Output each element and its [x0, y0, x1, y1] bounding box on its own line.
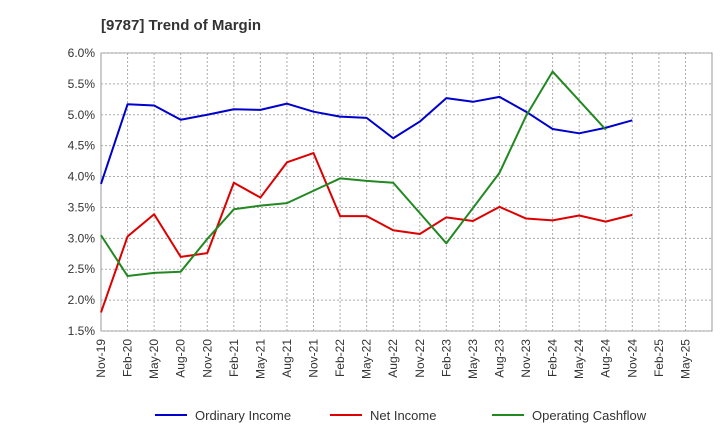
- x-tick-label: Aug-20: [174, 339, 188, 378]
- y-tick-label: 5.0%: [68, 108, 96, 122]
- x-tick-label: Aug-23: [492, 339, 506, 378]
- legend-label-ordinary-income: Ordinary Income: [195, 408, 291, 423]
- x-tick-label: May-22: [360, 339, 374, 379]
- y-tick-label: 4.0%: [68, 170, 96, 184]
- chart-title: [9787] Trend of Margin: [101, 17, 261, 34]
- plot-area: [100, 52, 713, 332]
- x-axis-ticks: Nov-19 Feb-20 May-20 Aug-20 Nov-20 Feb-21 May-…: [94, 339, 692, 379]
- x-tick-label: Nov-24: [625, 339, 639, 378]
- x-tick-label: Feb-25: [652, 339, 666, 377]
- y-tick-label: 2.5%: [68, 262, 96, 276]
- x-tick-label: May-24: [572, 339, 586, 379]
- y-tick-label: 6.0%: [68, 46, 96, 60]
- series-line-ordinary-income: [100, 95, 633, 185]
- x-tick-label: May-23: [466, 339, 480, 379]
- series-line-operating-cashflow: [100, 70, 607, 278]
- x-tick-label: Feb-23: [439, 339, 453, 377]
- x-tick-label: May-21: [253, 339, 267, 379]
- x-tick-label: Feb-20: [121, 339, 135, 377]
- y-axis-ticks: 1.5% 2.0% 2.5% 3.0% 3.5% 4.0% 4.5% 5.0% 5.5% 6.0%: [68, 46, 96, 338]
- x-tick-label: Aug-24: [599, 339, 613, 378]
- x-tick-label: Feb-24: [546, 339, 560, 377]
- x-tick-label: Aug-21: [280, 339, 294, 378]
- y-tick-label: 1.5%: [68, 324, 96, 338]
- y-tick-label: 3.5%: [68, 200, 96, 214]
- legend: Ordinary Income Net Income Operating Cashf…: [155, 408, 647, 423]
- x-tick-label: Aug-22: [386, 339, 400, 378]
- x-tick-label: Nov-21: [307, 339, 321, 378]
- y-tick-label: 2.0%: [68, 293, 96, 307]
- y-tick-label: 4.5%: [68, 139, 96, 153]
- x-tick-label: Feb-22: [333, 339, 347, 377]
- legend-label-operating-cashflow: Operating Cashflow: [532, 408, 647, 423]
- x-tick-label: Nov-19: [94, 339, 108, 378]
- x-tick-label: May-20: [147, 339, 161, 379]
- series-line-net-income: [100, 152, 633, 313]
- legend-label-net-income: Net Income: [370, 408, 436, 423]
- x-tick-label: May-25: [678, 339, 692, 379]
- x-tick-label: Nov-23: [519, 339, 533, 378]
- series-lines: [100, 70, 633, 313]
- x-tick-label: Nov-22: [413, 339, 427, 378]
- x-tick-label: Nov-20: [200, 339, 214, 378]
- y-tick-label: 3.0%: [68, 231, 96, 245]
- x-tick-label: Feb-21: [227, 339, 241, 377]
- y-tick-label: 5.5%: [68, 77, 96, 91]
- grid-lines: [101, 52, 712, 332]
